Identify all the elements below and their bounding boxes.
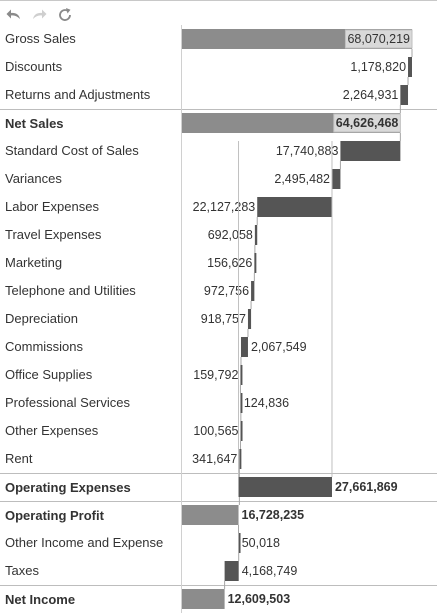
value-label-returns-and-adjustments: 2,264,931 xyxy=(343,88,399,102)
row-label: Professional Services xyxy=(5,395,130,410)
row-label: Returns and Adjustments xyxy=(5,87,151,102)
bar-travel-expenses xyxy=(254,225,258,245)
value-label-office-supplies: 159,792 xyxy=(193,368,238,382)
row-label: Other Income and Expense xyxy=(5,535,164,550)
bar-office-supplies xyxy=(240,365,243,385)
table-row: Telephone and Utilities xyxy=(0,277,437,305)
bar-taxes xyxy=(224,561,239,581)
value-label-telephone-and-utilities: 972,756 xyxy=(204,284,249,298)
value-label-commissions: 2,067,549 xyxy=(251,340,307,354)
table-row: Labor Expenses xyxy=(0,193,437,221)
value-label-net-sales: 64,626,468 xyxy=(336,116,399,130)
table-row: Returns and Adjustments xyxy=(0,81,437,109)
row-label: Commissions xyxy=(5,339,84,354)
row-label: Travel Expenses xyxy=(5,227,102,242)
row-label: Net Sales xyxy=(5,116,64,131)
bar-depreciation xyxy=(247,309,252,329)
row-label: Telephone and Utilities xyxy=(5,283,136,298)
bar-operating-expenses xyxy=(238,477,332,497)
table-row: Commissions xyxy=(0,333,437,361)
value-label-professional-services: 124,836 xyxy=(244,396,289,410)
table-row: Travel Expenses xyxy=(0,221,437,249)
table-row: Operating Profit xyxy=(0,501,437,529)
row-label: Taxes xyxy=(5,563,39,578)
value-label-taxes: 4,168,749 xyxy=(242,564,298,578)
bar-labor-expenses xyxy=(257,197,332,217)
waterfall-chart: 68,070,219 1,178,820 2,264,931 64,626,468 17… xyxy=(181,25,413,613)
value-label-marketing: 156,626 xyxy=(207,256,252,270)
value-label-net-income: 12,609,503 xyxy=(228,592,291,606)
row-label: Operating Profit xyxy=(5,508,104,523)
value-label-gross-sales: 68,070,219 xyxy=(347,32,410,46)
table-row: Net Income xyxy=(0,585,437,613)
table-row: Marketing xyxy=(0,249,437,277)
value-label-box-net-sales xyxy=(333,113,401,133)
row-label: Discounts xyxy=(5,59,63,74)
refresh-icon[interactable] xyxy=(56,6,74,24)
table-row: Taxes xyxy=(0,557,437,585)
table-row: Depreciation xyxy=(0,305,437,333)
value-label-depreciation: 918,757 xyxy=(201,312,246,326)
value-label-operating-profit: 16,728,235 xyxy=(242,508,305,522)
table-row: Discounts xyxy=(0,53,437,81)
bar-discounts xyxy=(408,57,412,77)
row-label: Net Income xyxy=(5,592,76,607)
table-row: Standard Cost of Sales xyxy=(0,137,437,165)
bar-returns-and-adjustments xyxy=(400,85,409,105)
bar-commissions xyxy=(240,337,248,357)
row-label: Other Expenses xyxy=(5,423,99,438)
bar-operating-profit xyxy=(182,505,239,525)
undo-icon[interactable] xyxy=(5,6,23,24)
value-label-discounts: 1,178,820 xyxy=(350,60,406,74)
value-label-operating-expenses: 27,661,869 xyxy=(335,480,398,494)
table-row: Rent xyxy=(0,445,437,473)
waterfall-table: Gross Sales Discounts Returns and Adjustme… xyxy=(0,25,437,613)
table-row: Gross Sales xyxy=(0,25,437,53)
table-row: Net Sales xyxy=(0,109,437,137)
row-label: Marketing xyxy=(5,255,63,270)
value-label-standard-cost-of-sales: 17,740,883 xyxy=(276,144,339,158)
row-label: Labor Expenses xyxy=(5,199,99,214)
value-label-labor-expenses: 22,127,283 xyxy=(193,200,256,214)
redo-icon[interactable] xyxy=(30,6,48,24)
table-row: Other Expenses xyxy=(0,417,437,445)
value-label-travel-expenses: 692,058 xyxy=(208,228,253,242)
value-label-variances: 2,495,482 xyxy=(274,172,330,186)
row-label: Office Supplies xyxy=(5,367,93,382)
bar-standard-cost-of-sales xyxy=(340,141,401,161)
table-row: Office Supplies xyxy=(0,361,437,389)
bar-marketing xyxy=(254,253,257,273)
table-row: Other Income and Expense xyxy=(0,529,437,557)
value-label-rent: 341,647 xyxy=(192,452,237,466)
value-label-other-income-and-expense: 50,018 xyxy=(242,536,280,550)
bar-other-income-and-expense xyxy=(238,533,241,553)
row-label: Variances xyxy=(5,171,62,186)
bar-variances xyxy=(331,169,341,189)
row-label: Depreciation xyxy=(5,311,78,326)
table-row: Operating Expenses xyxy=(0,473,437,501)
value-label-box-gross-sales xyxy=(344,29,413,49)
value-label-other-expenses: 100,565 xyxy=(193,424,238,438)
bar-net-income xyxy=(182,589,225,609)
row-label: Standard Cost of Sales xyxy=(5,143,139,158)
table-row: Professional Services xyxy=(0,389,437,417)
bar-professional-services xyxy=(240,393,243,413)
bar-rent xyxy=(239,449,242,469)
row-label: Rent xyxy=(5,451,33,466)
row-label: Gross Sales xyxy=(5,31,76,46)
bar-telephone-and-utilities xyxy=(251,281,255,301)
bar-other-expenses xyxy=(240,421,243,441)
row-label: Operating Expenses xyxy=(5,480,131,495)
toolbar xyxy=(0,0,437,28)
table-row: Variances xyxy=(0,165,437,193)
